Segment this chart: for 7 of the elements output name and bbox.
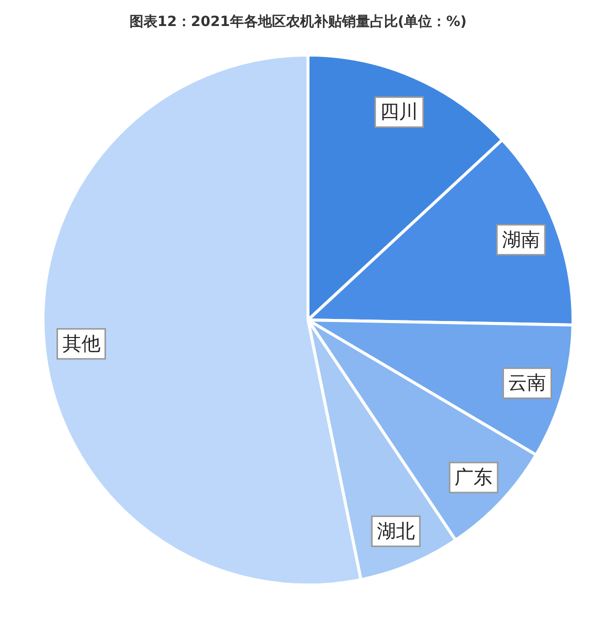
slice-label: 四川 — [380, 101, 418, 124]
slice-label: 湖南 — [502, 228, 540, 251]
slice-label: 其他 — [62, 332, 100, 355]
chart-title: 图表12：2021年各地区农机补贴销量占比(单位：%) — [129, 13, 467, 30]
slice-label: 广东 — [454, 466, 493, 489]
slice-label: 云南 — [508, 372, 546, 394]
slice-label: 湖北 — [376, 520, 415, 542]
